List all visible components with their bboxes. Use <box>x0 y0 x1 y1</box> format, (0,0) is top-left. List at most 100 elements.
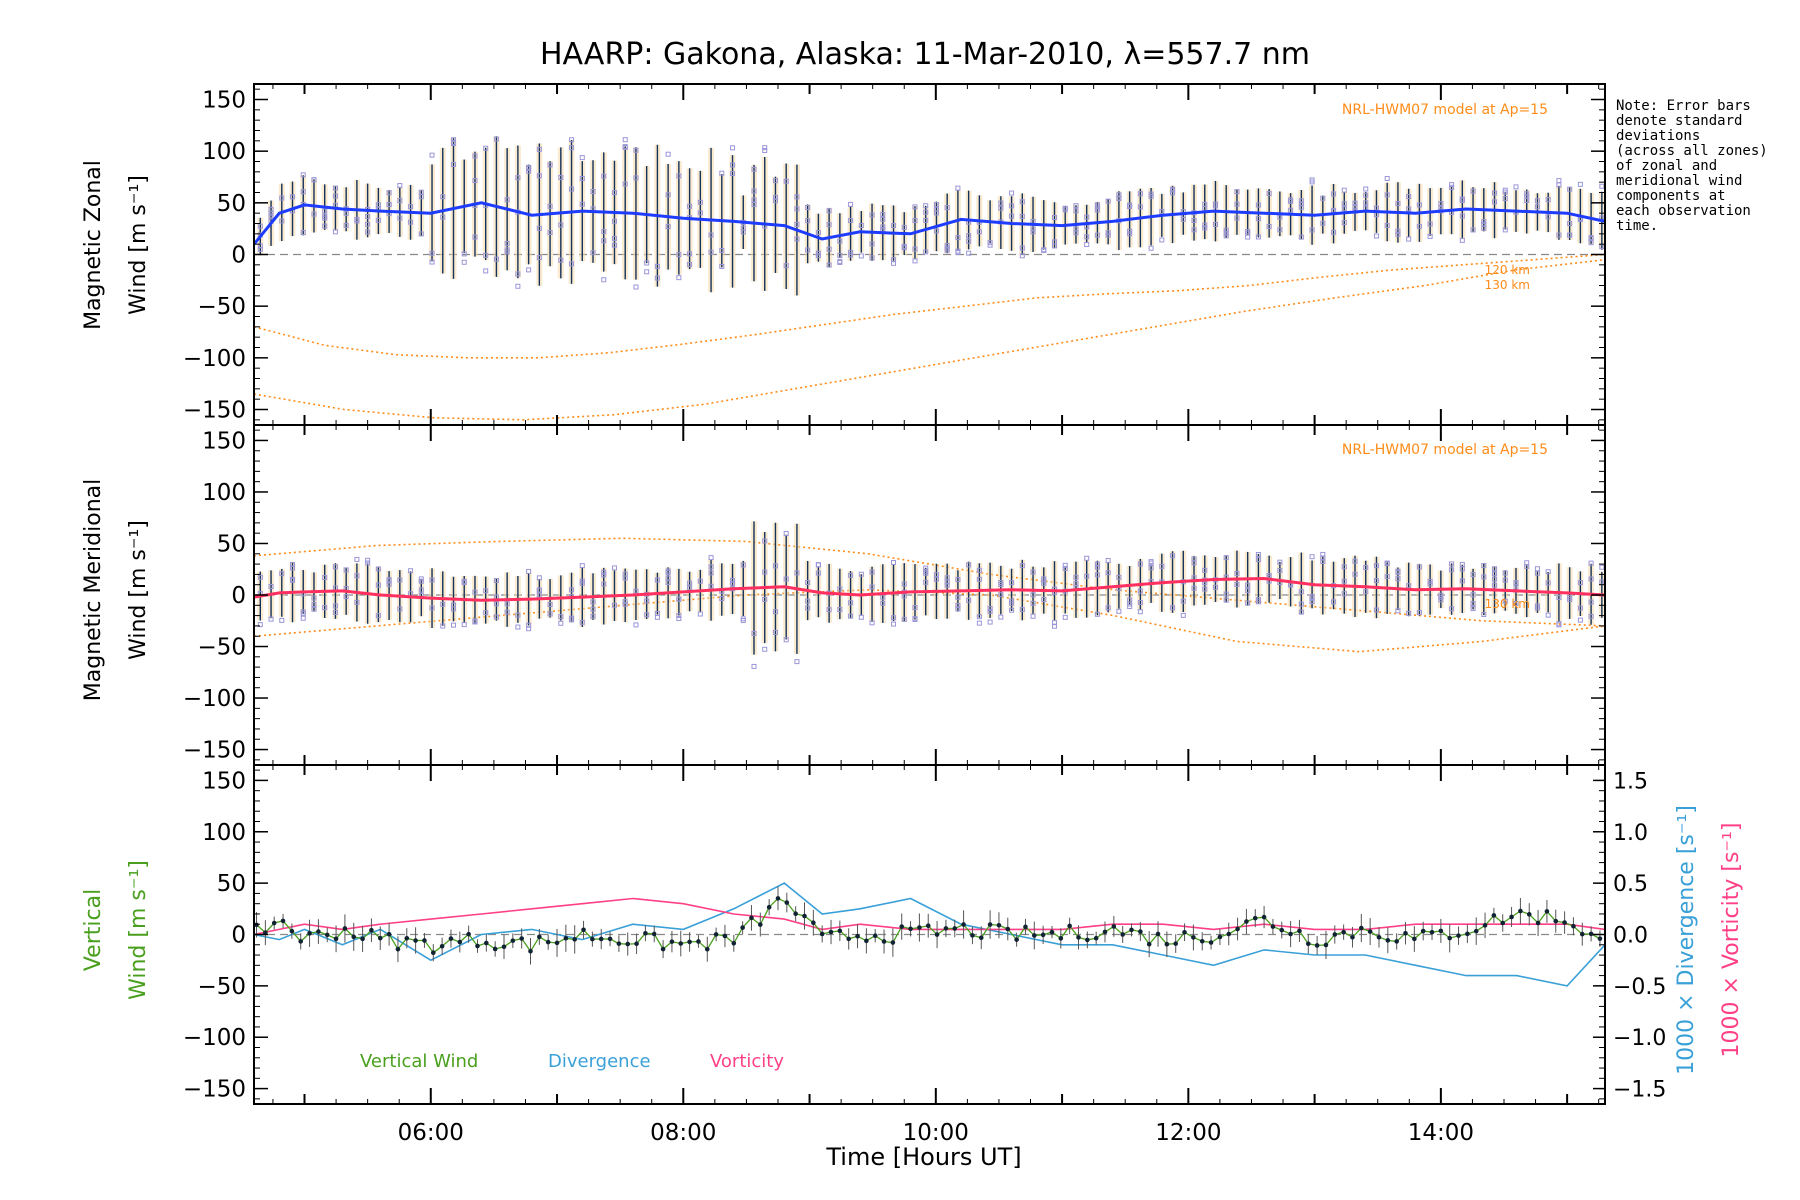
zone-point <box>1481 562 1487 568</box>
zone-point <box>1116 574 1122 580</box>
vertical-wind-point <box>1279 927 1285 933</box>
zone-point <box>622 601 628 607</box>
zone-point <box>1513 184 1519 190</box>
zone-point <box>1019 563 1025 569</box>
zone-point <box>569 186 575 192</box>
zone-point <box>1502 196 1508 202</box>
zone-point <box>1277 568 1283 574</box>
zone-point <box>869 255 875 261</box>
zone-point <box>772 609 778 615</box>
zone-point <box>590 189 596 195</box>
zone-point <box>1502 187 1508 193</box>
zone-point <box>601 581 607 587</box>
zone-point <box>987 242 993 248</box>
vertical-wind-point <box>1403 930 1408 936</box>
zone-point <box>923 579 929 585</box>
divergence-axis-label: 1000 × Divergence [s⁻¹] <box>1674 805 1699 1075</box>
zone-point <box>708 583 714 589</box>
zone-point <box>826 607 832 613</box>
y-tick-label: 50 <box>217 191 246 217</box>
zone-point <box>815 253 821 259</box>
zone-point <box>418 587 424 593</box>
zone-point <box>1341 220 1347 226</box>
zone-point <box>1073 203 1079 209</box>
zone-point <box>858 223 864 229</box>
zone-point <box>515 175 521 181</box>
zone-point <box>1094 561 1100 567</box>
zone-point <box>483 268 489 274</box>
vertical-wind-point <box>828 929 834 935</box>
zone-point <box>633 588 639 594</box>
zone-point <box>365 560 371 566</box>
vertical-wind-point <box>1359 925 1364 931</box>
y-tick-label: −100 <box>183 346 246 372</box>
y-tick-label: −50 <box>197 294 246 320</box>
zone-point <box>450 602 456 608</box>
zone-point <box>311 606 317 612</box>
zone-point <box>1009 190 1015 196</box>
zone-point <box>1051 243 1057 249</box>
zone-point <box>955 577 961 583</box>
zone-point <box>1395 568 1401 574</box>
zone-point <box>1019 607 1025 613</box>
zone-point <box>1223 227 1229 233</box>
zone-point <box>923 217 929 223</box>
vertical-wind-point <box>1518 908 1523 914</box>
vertical-wind-point <box>457 939 463 945</box>
vertical-wind-point <box>607 936 613 942</box>
zone-point <box>397 198 403 204</box>
zone-point <box>1105 198 1111 204</box>
zone-point <box>1062 205 1068 211</box>
zone-point <box>1320 195 1326 201</box>
vertical-wind-point <box>475 943 480 949</box>
y-tick-label: −100 <box>183 686 246 712</box>
zone-point <box>1030 613 1036 619</box>
vertical-wind-point <box>484 940 489 946</box>
vertical-wind-point <box>1164 941 1170 947</box>
zone-point <box>601 173 607 179</box>
zone-point <box>1288 207 1294 213</box>
zone-point <box>579 619 585 625</box>
zone-point <box>1191 560 1197 566</box>
zone-point <box>837 258 843 264</box>
zone-point <box>429 259 435 265</box>
vertical-wind-point <box>749 915 754 921</box>
vertical-wind-point <box>660 946 666 952</box>
vertical-wind-point <box>758 922 763 927</box>
zone-point <box>1084 242 1090 248</box>
zone-point <box>1202 586 1208 592</box>
zone-point <box>1481 611 1487 617</box>
zone-point <box>1094 611 1100 617</box>
zone-point <box>1502 598 1508 604</box>
zone-point <box>1395 228 1401 234</box>
zone-point <box>386 581 392 587</box>
zone-point <box>1094 207 1100 213</box>
vertical-wind-point <box>369 927 374 933</box>
zone-point <box>751 197 757 203</box>
zone-point <box>365 229 371 235</box>
zone-point <box>1073 226 1079 232</box>
y-tick-label: −50 <box>197 974 246 1000</box>
zone-point <box>815 562 821 568</box>
zone-point <box>622 599 628 605</box>
y-tick-label: 50 <box>217 531 246 557</box>
zone-point <box>826 246 832 252</box>
vertical-wind-point <box>917 925 922 930</box>
vertical-wind-point <box>1394 939 1399 944</box>
panel-zonal: 150 100 50 0 −50 −100 −150 <box>183 83 1606 426</box>
vertical-wind-point <box>687 939 692 945</box>
right-tick-label: −1.5 <box>1613 1078 1666 1103</box>
x-tick-label: 08:00 <box>650 1120 716 1146</box>
vertical-wind-point <box>1138 929 1143 934</box>
vertical-wind-point <box>1288 931 1293 937</box>
zone-point <box>375 202 381 208</box>
y-tick-label: −150 <box>183 398 246 424</box>
meridional-model-label: NRL-HWM07 model at Ap=15 <box>1342 442 1548 458</box>
zone-point <box>1255 216 1261 222</box>
zone-point <box>676 596 682 602</box>
zone-point <box>1459 566 1465 572</box>
zone-point <box>547 229 553 235</box>
zone-point <box>268 616 274 622</box>
zone-point <box>1373 578 1379 584</box>
